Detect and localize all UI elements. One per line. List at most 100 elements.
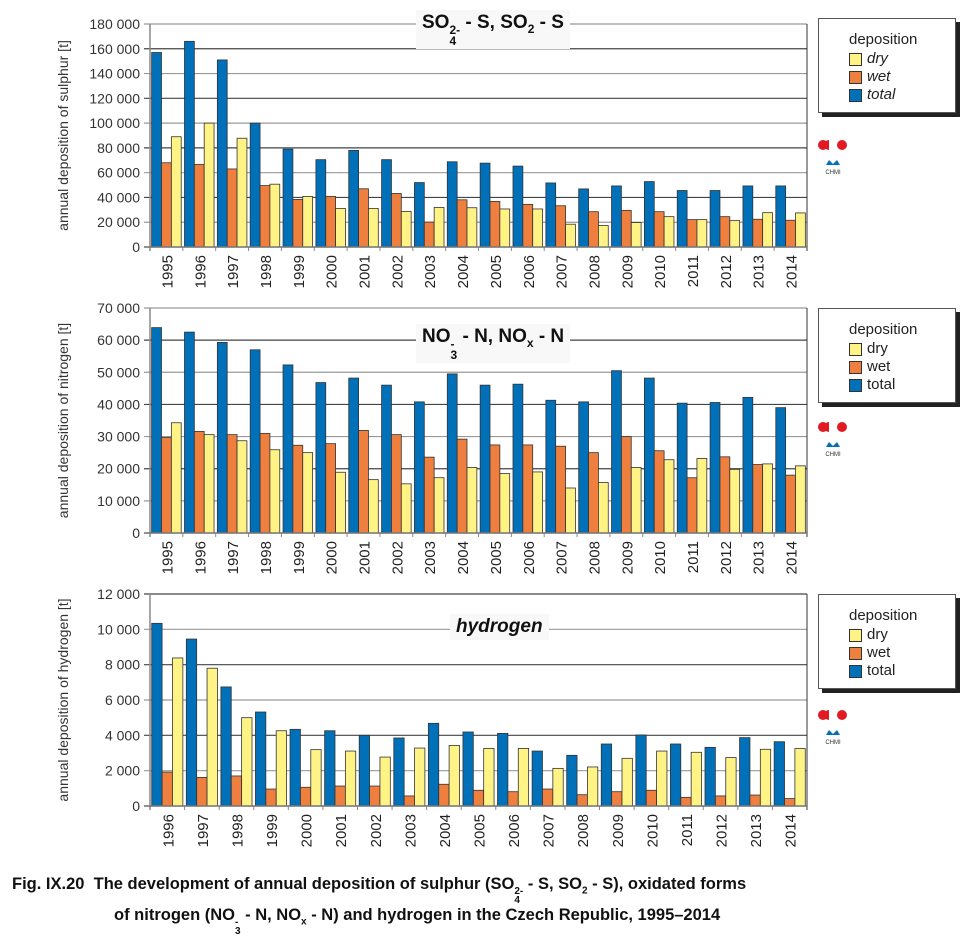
x-tick-label: 2008	[586, 541, 603, 574]
title-sub: 4	[449, 34, 457, 48]
x-tick-label: 2014	[783, 814, 800, 847]
bar-dry	[656, 750, 668, 807]
bar-total	[315, 159, 327, 248]
legend-swatch-dry	[849, 52, 862, 66]
bar-wet	[686, 219, 698, 248]
y-tick-label: 100 000	[89, 115, 140, 131]
bar-wet	[620, 209, 632, 248]
legend-item-total: total	[849, 376, 955, 394]
bar-total	[446, 373, 458, 534]
bar-dry	[499, 208, 511, 248]
bar-dry	[368, 208, 379, 248]
bar-wet	[325, 196, 337, 248]
bar-total	[676, 190, 688, 248]
y-tick-label: 40 000	[97, 189, 140, 205]
bar-wet	[555, 205, 566, 248]
legend-label: dry	[867, 626, 888, 643]
x-tick-label: 1998	[258, 255, 275, 288]
x-tick-label: 1998	[258, 541, 275, 574]
x-tick-label: 1999	[291, 541, 308, 574]
y-tick-label: 6 000	[105, 692, 140, 708]
bar-dry	[302, 452, 314, 534]
bar-dry	[598, 225, 609, 248]
y-tick-label: 120 000	[89, 90, 140, 106]
y-tick-label: 20 000	[97, 461, 140, 477]
x-tick-label: 2010	[652, 541, 669, 574]
bar-total	[446, 161, 458, 248]
bar-total	[358, 734, 370, 807]
x-tick-label: 1999	[291, 255, 308, 288]
bar-dry	[379, 756, 391, 807]
x-tick-label: 2005	[488, 541, 505, 574]
y-tick-label: 20 000	[97, 214, 140, 230]
bar-total	[600, 743, 613, 807]
bar-wet	[714, 795, 727, 807]
bar-dry	[795, 212, 806, 248]
bar-dry	[552, 767, 564, 807]
bar-dry	[236, 440, 248, 534]
bar-wet	[611, 791, 623, 807]
x-tick-label: 1997	[225, 541, 242, 574]
bar-dry	[433, 207, 445, 248]
x-tick-label: 2013	[751, 255, 768, 288]
bar-total	[479, 162, 491, 248]
bar-total	[479, 384, 491, 534]
legend-label: dry	[867, 340, 888, 357]
nitrogen-chart-panel: 0 10 000 20 000 30 000 40 000 50 000 60 000 70 …	[0, 292, 976, 582]
caption-sub: 3	[234, 926, 241, 937]
bar-wet	[653, 211, 665, 248]
bar-wet	[785, 219, 796, 248]
legend-item-total: total	[849, 86, 955, 104]
bar-wet	[507, 791, 519, 807]
bar-total	[775, 185, 787, 248]
bar-dry	[275, 730, 287, 807]
bar-dry	[621, 757, 633, 807]
bar-dry	[663, 216, 675, 248]
caption-text: - N, NO	[240, 906, 302, 924]
wave-icon	[826, 442, 840, 447]
bar-wet	[472, 789, 485, 807]
caption-sub: 4	[514, 895, 520, 906]
bar-dry	[795, 465, 806, 534]
nitrogen-legend: deposition dry wet total	[818, 308, 956, 403]
bar-wet	[300, 786, 312, 807]
x-tick-label: 2004	[437, 814, 454, 847]
bar-dry	[414, 747, 426, 807]
logo-text: CHMI	[825, 452, 841, 458]
bar-dry	[269, 183, 281, 248]
bar-wet	[369, 785, 381, 807]
bar-total	[348, 377, 359, 534]
bar-total	[709, 402, 721, 534]
x-tick-label: 2001	[333, 814, 350, 847]
x-tick-label: 2012	[718, 541, 735, 574]
y-tick-label: 0	[132, 798, 140, 814]
y-axis-label: annual deposition of hydrogen [t]	[55, 598, 71, 801]
caption-text: of nitrogen (NO	[114, 906, 235, 924]
bar-dry	[725, 757, 737, 807]
legend-swatch-total	[849, 88, 862, 102]
hydrogen-chart-panel: 0 2 000 4 000 6 000 8 000 10 000 12 000 annual …	[0, 582, 976, 860]
caption-text: - S, SO	[523, 875, 582, 893]
bar-total	[566, 754, 578, 807]
x-tick-label: 2010	[644, 814, 661, 847]
x-tick-label: 2012	[718, 255, 735, 288]
x-tick-label: 2004	[455, 541, 472, 574]
bar-total	[151, 327, 162, 534]
bar-wet	[620, 436, 632, 534]
bar-dry	[729, 220, 741, 248]
x-tick-label: 2005	[472, 814, 489, 847]
bar-total	[545, 182, 557, 248]
bar-wet	[358, 430, 369, 534]
bar-wet	[489, 444, 501, 534]
bar-total	[775, 407, 787, 534]
title-part: - S	[534, 12, 564, 33]
bar-wet	[522, 203, 534, 248]
bar-wet	[193, 164, 205, 248]
bar-dry	[203, 122, 215, 248]
bar-wet	[358, 188, 369, 248]
legend-item-dry: dry	[849, 626, 955, 644]
bar-total	[381, 384, 392, 534]
legend-title: deposition	[849, 607, 918, 624]
bar-dry	[269, 449, 281, 534]
bar-dry	[762, 463, 773, 534]
